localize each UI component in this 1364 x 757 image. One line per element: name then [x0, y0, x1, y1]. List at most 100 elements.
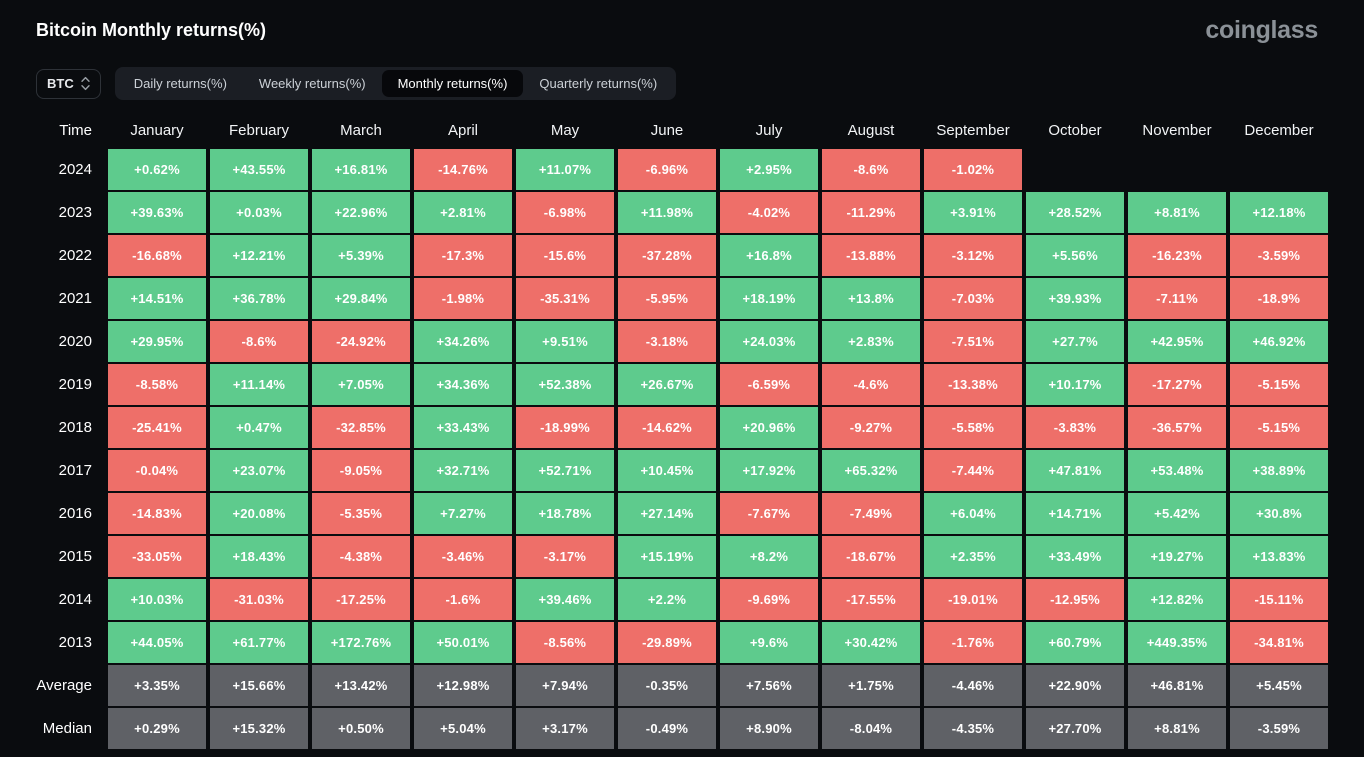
row-label: 2019	[58, 376, 92, 393]
table-cell: -3.46%	[412, 535, 514, 578]
table-cell: +172.76%	[310, 621, 412, 664]
table-cell: +2.83%	[820, 320, 922, 363]
table-cell: +24.03%	[718, 320, 820, 363]
table-body: 2024 +0.62% +43.55% +16.81% -14.76% +11.07% -6…	[0, 148, 1364, 750]
table-cell: +1.75%	[820, 664, 922, 707]
table-cell: +9.6%	[718, 621, 820, 664]
table-cell: -4.6%	[820, 363, 922, 406]
tab-quarterly[interactable]: Quarterly returns(%)	[539, 76, 658, 91]
table-cell: +12.98%	[412, 664, 514, 707]
table-cell: +5.04%	[412, 707, 514, 750]
table-row: 2023 +39.63% +0.03% +22.96% +2.81% -6.98% +11.…	[0, 191, 1364, 234]
table-cell: +12.82%	[1126, 578, 1228, 621]
table-cell: +29.95%	[106, 320, 208, 363]
table-cell: +2.81%	[412, 191, 514, 234]
table-cell: +39.93%	[1024, 277, 1126, 320]
table-cell: +9.51%	[514, 320, 616, 363]
table-cell: -13.38%	[922, 363, 1024, 406]
table-cell: -24.92%	[310, 320, 412, 363]
table-cell: +5.56%	[1024, 234, 1126, 277]
tab-monthly[interactable]: Monthly returns(%)	[381, 70, 524, 97]
table-cell: -31.03%	[208, 578, 310, 621]
table-cell: +23.07%	[208, 449, 310, 492]
table-cell: -8.6%	[820, 148, 922, 191]
month-header: August	[847, 121, 895, 139]
table-cell: +39.63%	[106, 191, 208, 234]
table-cell: +65.32%	[820, 449, 922, 492]
row-label: 2021	[58, 290, 92, 307]
tab-daily[interactable]: Daily returns(%)	[133, 76, 227, 91]
month-header: December	[1244, 121, 1314, 139]
table-cell: -6.59%	[718, 363, 820, 406]
table-cell: +0.62%	[106, 148, 208, 191]
table-row: Median +0.29% +15.32% +0.50% +5.04% +3.17% -0.…	[0, 707, 1364, 750]
table-cell: -7.11%	[1126, 277, 1228, 320]
table-cell: +10.03%	[106, 578, 208, 621]
row-label: 2013	[58, 634, 92, 651]
symbol-select[interactable]: BTC	[36, 68, 101, 99]
month-header: September	[936, 121, 1010, 139]
table-cell: +44.05%	[106, 621, 208, 664]
table-cell: +0.50%	[310, 707, 412, 750]
table-cell: -4.02%	[718, 191, 820, 234]
table-row: 2013 +44.05% +61.77% +172.76% +50.01% -8.56% -…	[0, 621, 1364, 664]
table-cell: -5.95%	[616, 277, 718, 320]
table-cell: +30.8%	[1228, 492, 1330, 535]
table-cell: -19.01%	[922, 578, 1024, 621]
table-cell: +47.81%	[1024, 449, 1126, 492]
time-header: Time	[59, 121, 92, 139]
table-cell: +27.7%	[1024, 320, 1126, 363]
table-cell: -3.12%	[922, 234, 1024, 277]
table-cell: +13.83%	[1228, 535, 1330, 578]
table-cell: +61.77%	[208, 621, 310, 664]
table-cell: +27.14%	[616, 492, 718, 535]
table-cell: +28.52%	[1024, 191, 1126, 234]
month-header: October	[1048, 121, 1102, 139]
table-cell: +7.27%	[412, 492, 514, 535]
table-cell: -5.58%	[922, 406, 1024, 449]
table-cell: +13.42%	[310, 664, 412, 707]
table-cell: -4.35%	[922, 707, 1024, 750]
table-cell: +13.8%	[820, 277, 922, 320]
tab-weekly[interactable]: Weekly returns(%)	[258, 76, 366, 91]
table-cell: +16.8%	[718, 234, 820, 277]
table-cell: -7.67%	[718, 492, 820, 535]
table-cell: +18.43%	[208, 535, 310, 578]
month-header: June	[650, 121, 684, 139]
table-row: 2019 -8.58% +11.14% +7.05% +34.36% +52.38% +26…	[0, 363, 1364, 406]
table-cell: +60.79%	[1024, 621, 1126, 664]
month-header: July	[755, 121, 783, 139]
table-cell: -14.76%	[412, 148, 514, 191]
table-row: 2014 +10.03% -31.03% -17.25% -1.6% +39.46% +2.…	[0, 578, 1364, 621]
table-cell: +33.49%	[1024, 535, 1126, 578]
table-cell: -1.6%	[412, 578, 514, 621]
table-cell: -6.96%	[616, 148, 718, 191]
row-label: 2016	[58, 505, 92, 522]
table-cell: +29.84%	[310, 277, 412, 320]
row-label: 2022	[58, 247, 92, 264]
month-header: February	[228, 121, 290, 139]
table-cell: -3.59%	[1228, 234, 1330, 277]
table-cell: -13.88%	[820, 234, 922, 277]
table-cell: +43.55%	[208, 148, 310, 191]
table-cell: +18.19%	[718, 277, 820, 320]
table-cell: -37.28%	[616, 234, 718, 277]
table-cell: -8.56%	[514, 621, 616, 664]
table-cell: +2.95%	[718, 148, 820, 191]
table-cell: -1.98%	[412, 277, 514, 320]
table-cell: -15.11%	[1228, 578, 1330, 621]
table-cell: +3.35%	[106, 664, 208, 707]
table-cell: -8.58%	[106, 363, 208, 406]
month-header: January	[130, 121, 184, 139]
table-cell: -18.67%	[820, 535, 922, 578]
table-row: 2015 -33.05% +18.43% -4.38% -3.46% -3.17% +15.…	[0, 535, 1364, 578]
table-cell: +7.94%	[514, 664, 616, 707]
row-label: Average	[36, 677, 92, 694]
month-header: May	[550, 121, 580, 139]
table-cell: -5.15%	[1228, 406, 1330, 449]
table-cell: -29.89%	[616, 621, 718, 664]
table-cell: +53.48%	[1126, 449, 1228, 492]
table-cell: +18.78%	[514, 492, 616, 535]
table-cell: -17.25%	[310, 578, 412, 621]
month-header: April	[447, 121, 478, 139]
